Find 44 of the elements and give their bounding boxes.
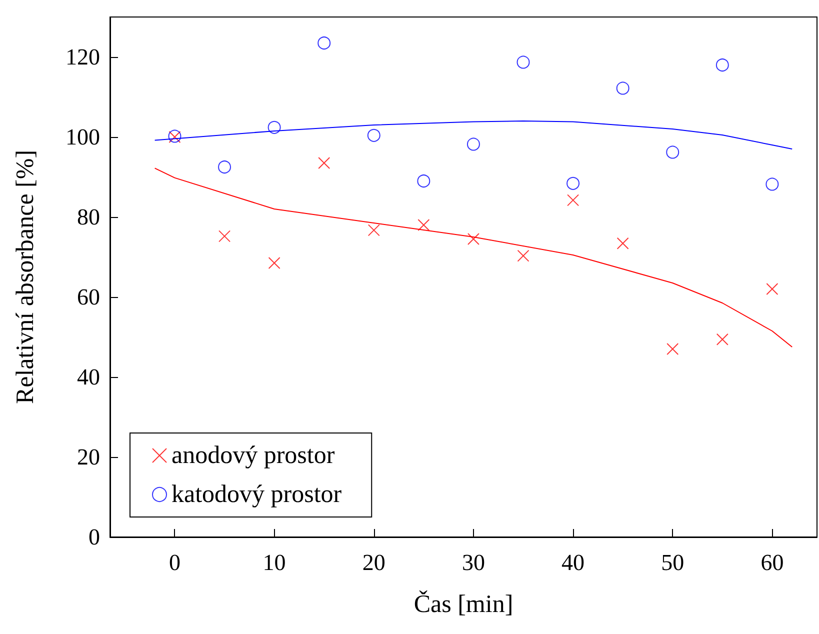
point	[616, 237, 629, 250]
point	[516, 56, 530, 69]
y-tick-label: 120	[66, 44, 100, 70]
point	[218, 160, 232, 174]
line-series	[154, 168, 793, 348]
point	[766, 178, 779, 191]
point	[418, 219, 430, 231]
y-tick-label: 100	[66, 124, 100, 150]
point	[716, 333, 728, 346]
point	[766, 283, 778, 295]
point	[318, 36, 331, 50]
y-tick-label: 20	[77, 444, 100, 470]
legend-label: katodový prostor	[172, 481, 342, 508]
line-series	[154, 120, 793, 150]
y-tick-label: 80	[77, 204, 100, 230]
point	[268, 257, 280, 269]
point	[466, 138, 480, 151]
x-tick-label: 60	[760, 550, 784, 575]
x-tick-label: 40	[562, 550, 585, 575]
point	[268, 120, 281, 134]
point	[367, 128, 380, 142]
point	[566, 176, 580, 190]
y-tick-label: 0	[88, 524, 100, 550]
x-tick-label: 30	[462, 550, 485, 575]
x-tick-label: 10	[262, 550, 286, 575]
x-tick-label: 0	[168, 550, 180, 575]
point	[417, 174, 430, 188]
legend-label: anodový prostor	[172, 442, 336, 469]
point	[318, 157, 330, 169]
y-axis-title: Relativní absorbance [%]	[12, 150, 39, 404]
point	[218, 230, 231, 242]
x-axis-title: Čas [min]	[414, 590, 514, 618]
x-tick-label: 20	[362, 550, 386, 575]
point	[666, 343, 679, 355]
point	[567, 194, 580, 206]
y-tick-label: 60	[77, 284, 100, 310]
point	[666, 146, 680, 159]
x-tick-label: 50	[661, 550, 684, 575]
point	[368, 224, 380, 236]
point	[517, 250, 530, 262]
y-tick-label: 40	[77, 364, 100, 390]
point	[467, 233, 480, 245]
point	[616, 82, 630, 95]
point	[716, 58, 729, 72]
